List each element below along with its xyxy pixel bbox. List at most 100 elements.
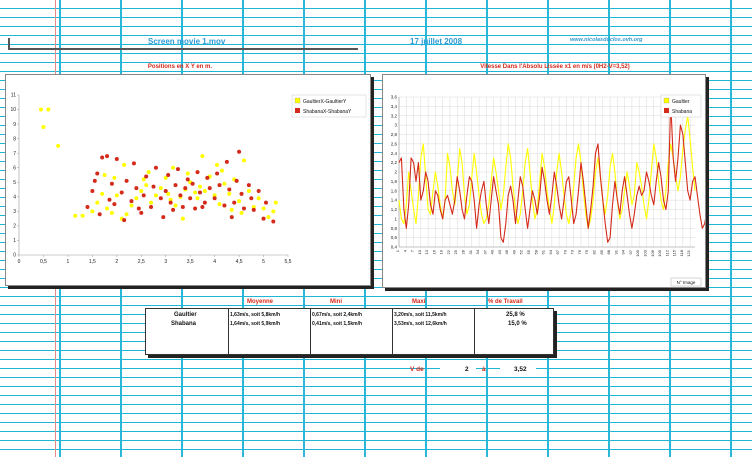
- gaultier-point: [73, 213, 78, 218]
- line-x-tick-label: 46: [504, 249, 509, 254]
- shabana-point: [97, 212, 102, 217]
- line-x-tick-label: 4: [402, 249, 407, 252]
- line-grid: [398, 96, 695, 248]
- shabana-point: [168, 200, 173, 205]
- scatter-tick-labels: 0 0,5 1 1,5 2 2,5 3 3,5 4 4,5 5 5,5 0 1 2 3 4 5 6 7 8 9 10 11: [10, 93, 291, 265]
- shabana-point: [195, 170, 200, 175]
- shabana-point: [153, 165, 158, 170]
- scatter-x-tick-label: 3,5: [187, 259, 194, 265]
- shabana-point: [166, 173, 171, 177]
- line-x-tick-label: 22: [446, 249, 451, 254]
- line-legend-swatch-shabana: [664, 108, 669, 113]
- gaultier-point: [261, 206, 266, 211]
- scatter-title: Positions en X Y en m.: [147, 64, 213, 70]
- line-x-tick-label: 52: [519, 249, 524, 254]
- line-x-tick-label: 94: [621, 249, 626, 254]
- shabana-point: [246, 183, 251, 188]
- shabana-point: [202, 200, 207, 205]
- scatter-y-tick-label: 3: [13, 209, 16, 215]
- shabana-point: [100, 155, 105, 160]
- gaultier-point: [200, 154, 205, 159]
- table-divider: [310, 309, 311, 354]
- shabana-point: [161, 215, 166, 220]
- shabana-point: [90, 189, 95, 193]
- gaultier-point: [237, 199, 242, 204]
- shabana-point: [114, 157, 119, 161]
- line-x-tick-label: 106: [650, 249, 655, 256]
- line-x-tick-label: 49: [511, 249, 516, 254]
- scatter-x-tick-label: 1: [67, 259, 70, 265]
- shabana-point: [183, 186, 188, 191]
- line-x-tick-label: 100: [635, 249, 640, 256]
- cell-travail-gaultier: 25,8 %: [506, 312, 525, 318]
- shabana-point: [139, 210, 144, 215]
- legend-swatch-gaultier: [294, 97, 301, 104]
- scatter-x-tick-label: 0: [18, 259, 21, 265]
- gaultier-point: [129, 203, 134, 208]
- shabana-point: [207, 186, 212, 191]
- scatter-y-tick-label: 2: [13, 224, 16, 230]
- cell-moyenne-gaultier: 1,63m/s, soit 5,8km/h: [230, 312, 281, 318]
- line-x-tick-label: 112: [664, 249, 669, 256]
- scatter-x-tick-label: 2: [115, 259, 118, 265]
- movie-title: Screen movie 1.mov: [148, 37, 226, 46]
- shabana-point: [200, 205, 205, 209]
- scatter-x-tick-label: 3: [164, 259, 167, 265]
- gaultier-point: [46, 107, 51, 112]
- line-x-tick-label: 61: [541, 249, 546, 254]
- line-x-tick-label: 103: [642, 249, 647, 256]
- line-x-tick-label: 19: [439, 249, 444, 254]
- shabana-point: [188, 196, 193, 201]
- scatter-chart-panel: 0 0,5 1 1,5 2 2,5 3 3,5 4 4,5 5 5,5 0 1 2 3 4 5 6 7 8 9 10 11 G…: [5, 74, 371, 286]
- shabana-point: [163, 189, 168, 193]
- gaultier-point: [39, 107, 44, 112]
- line-legend-label-shabana: Shabana: [672, 109, 692, 115]
- line-y-tick-label: 0,4: [391, 245, 398, 250]
- line-x-tick-label: 40: [490, 249, 495, 254]
- gaultier-point: [158, 186, 163, 191]
- row-name-shabana: Shabana: [171, 321, 197, 327]
- gaultier-point: [90, 209, 95, 214]
- line-x-tick-label: 118: [679, 249, 684, 256]
- v-from-value: 2: [465, 366, 469, 373]
- shabana-point: [222, 203, 227, 208]
- scatter-y-tick-label: 7: [13, 151, 16, 157]
- line-legend-swatch-gaultier: [663, 97, 670, 104]
- gaultier-point: [241, 158, 246, 163]
- line-x-tick-label: 58: [533, 249, 538, 254]
- gaultier-point: [105, 206, 110, 211]
- line-x-tick-label: 55: [526, 249, 531, 254]
- xlabel-box: [670, 277, 702, 287]
- gaultier-point: [171, 165, 176, 170]
- scatter-x-tick-label: 4: [213, 259, 216, 265]
- line-x-tick-label: 1: [395, 249, 400, 252]
- shabana-point: [239, 191, 244, 196]
- header-moyenne: Moyenne: [247, 299, 274, 305]
- line-x-tick-label: 31: [468, 249, 473, 254]
- shabana-point: [124, 178, 129, 183]
- line-series: [398, 101, 708, 243]
- gaultier-point: [202, 189, 207, 193]
- scatter-y-tick-label: 5: [13, 180, 16, 186]
- gaultier-point: [112, 175, 117, 180]
- gaultier-point: [246, 189, 251, 193]
- line-title: Vitesse Dans l'Absolu Lissée x1 en m/s (…: [480, 64, 630, 70]
- gaultier-point: [222, 181, 227, 186]
- v-to-box[interactable]: [500, 365, 536, 375]
- v-from-box[interactable]: [440, 365, 476, 375]
- gaultier-point: [124, 212, 129, 217]
- scatter-legend-box: [291, 94, 367, 118]
- gaultier-point: [180, 216, 185, 221]
- gaultier-point: [153, 193, 158, 198]
- shabana-point: [229, 215, 234, 220]
- line-x-tick-label: 28: [461, 249, 466, 254]
- date-label: 17 juillet 2008: [410, 37, 463, 46]
- gaultier-point: [217, 202, 222, 207]
- line-y-tick-label: 3,2: [391, 113, 398, 118]
- line-x-tick-label: 115: [672, 249, 677, 256]
- line-y-tick-label: 2: [394, 170, 397, 175]
- line-y-tick-label: 3,4: [391, 104, 398, 109]
- gaultier-point: [114, 193, 119, 198]
- shabana-point: [241, 206, 246, 211]
- line-x-tick-label: 64: [548, 249, 553, 254]
